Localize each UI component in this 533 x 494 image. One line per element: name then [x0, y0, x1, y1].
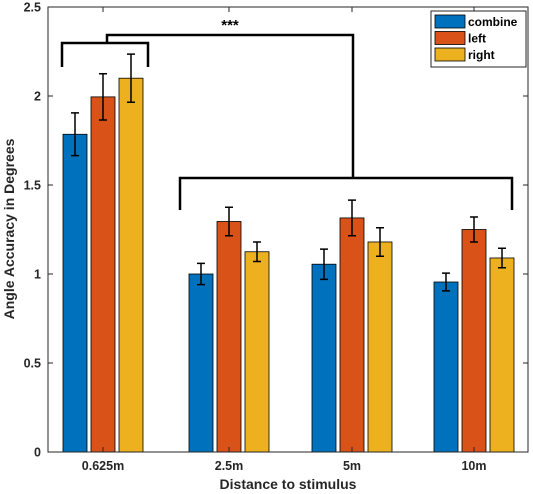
bar-left-10m — [461, 229, 487, 453]
y-axis-label: Angle Accuracy in Degrees — [1, 138, 17, 319]
y-tick-label: 1.5 — [24, 179, 41, 193]
x-axis-label: Distance to stimulus — [220, 476, 357, 492]
y-tick-label: 1 — [34, 268, 41, 282]
legend-swatch-combine — [434, 14, 466, 29]
errorbar-left-2.5m — [225, 206, 233, 237]
errorbar-combine-0.625m — [71, 112, 79, 157]
errorbar-right-5m — [376, 226, 384, 257]
errorbar-left-0.625m — [99, 73, 107, 121]
x-axis-ticks: 0.625m 2.5m 5m 10m — [82, 7, 487, 473]
errorbar-right-10m — [498, 247, 506, 269]
bar-left-0.625m — [90, 96, 116, 453]
x-tick-label: 5m — [343, 459, 361, 473]
bar-left-5m — [339, 217, 365, 453]
legend-label-combine: combine — [468, 15, 518, 29]
legend-label-right: right — [468, 48, 495, 62]
bar-right-0.625m — [118, 77, 144, 453]
errorbar-combine-5m — [320, 248, 328, 281]
bar-right-5m — [367, 241, 393, 453]
legend-swatch-right — [434, 47, 466, 62]
bar-combine-5m — [311, 263, 337, 453]
errorbars-group — [71, 53, 506, 292]
legend-label-left: left — [468, 32, 486, 46]
errorbar-right-2.5m — [253, 241, 261, 263]
errorbar-combine-2.5m — [197, 262, 205, 286]
legend-swatch-left — [434, 31, 466, 45]
errorbar-combine-10m — [442, 272, 450, 292]
axes-box — [47, 6, 529, 453]
errorbar-left-5m — [348, 199, 356, 237]
y-tick-label: 0.5 — [24, 357, 41, 371]
bracket-left-group — [60, 41, 150, 67]
y-tick-label: 2 — [34, 90, 41, 104]
x-tick-label: 0.625m — [82, 459, 124, 473]
y-axis-ticks: 0 0.5 1 1.5 2 2.5 — [24, 1, 528, 460]
bar-left-2.5m — [216, 221, 242, 453]
significance-annotation: *** — [221, 17, 239, 34]
significance-brackets: *** — [60, 17, 514, 210]
bars-group — [62, 77, 515, 453]
x-tick-label: 10m — [461, 459, 486, 473]
legend: combine left right — [430, 10, 527, 68]
bar-combine-0.625m — [62, 133, 88, 453]
bar-right-2.5m — [244, 251, 270, 453]
bracket-right-group — [178, 176, 514, 210]
bar-combine-10m — [433, 281, 459, 453]
y-tick-label: 2.5 — [24, 1, 41, 15]
bar-right-10m — [489, 257, 515, 453]
y-tick-label: 0 — [34, 446, 41, 460]
bracket-connector — [105, 33, 355, 178]
errorbar-left-10m — [470, 216, 478, 243]
bar-combine-2.5m — [188, 273, 214, 453]
x-tick-label: 2.5m — [215, 459, 244, 473]
errorbar-right-0.625m — [127, 53, 135, 103]
